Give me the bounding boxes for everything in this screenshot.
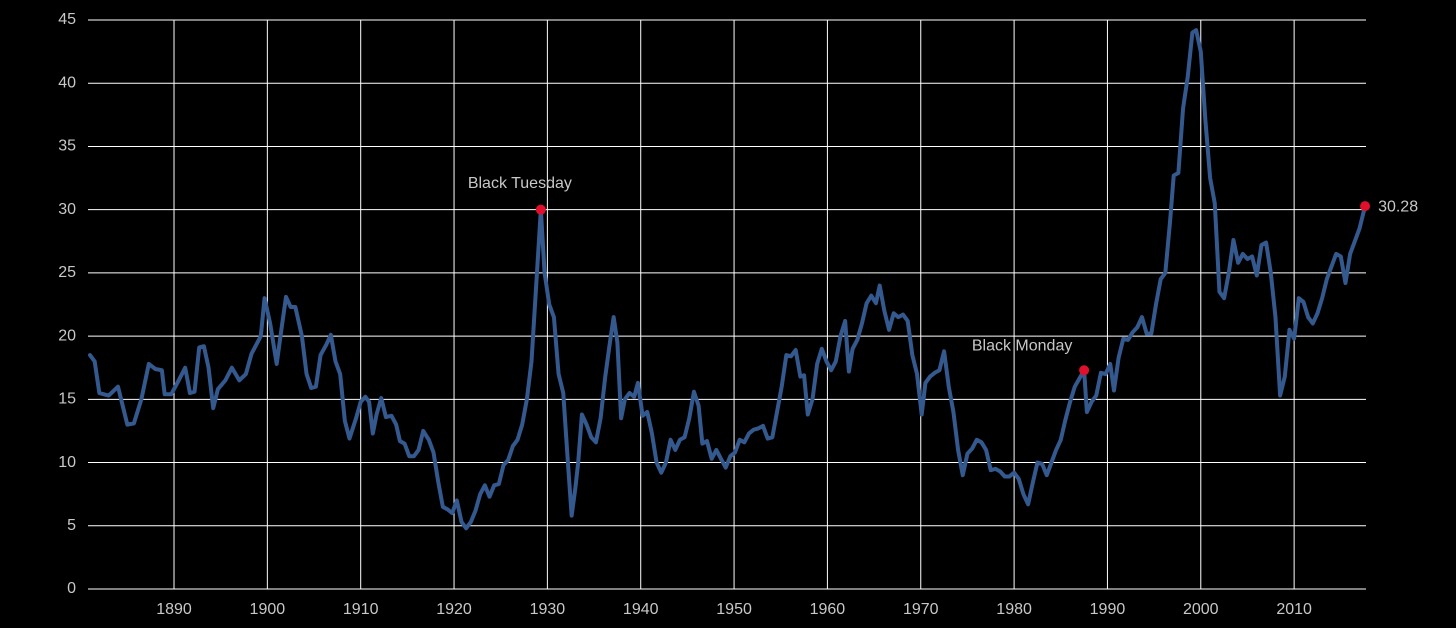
x-tick-label: 1920 <box>436 601 472 618</box>
y-tick-label: 15 <box>58 391 76 408</box>
y-tick-label: 35 <box>58 138 76 155</box>
x-tick-label: 2010 <box>1276 601 1312 618</box>
x-tick-label: 1990 <box>1090 601 1126 618</box>
y-tick-label: 45 <box>58 11 76 28</box>
y-tick-label: 0 <box>67 580 76 597</box>
annotation-dot <box>535 204 546 215</box>
y-tick-label: 20 <box>58 327 76 344</box>
x-tick-label: 1910 <box>343 601 379 618</box>
annotation-label: Black Monday <box>972 337 1073 354</box>
x-tick-label: 1960 <box>810 601 846 618</box>
annotation-dot <box>1079 365 1090 376</box>
y-tick-label: 10 <box>58 454 76 471</box>
y-tick-label: 40 <box>58 74 76 91</box>
x-tick-label: 1930 <box>530 601 566 618</box>
x-tick-label: 1900 <box>250 601 286 618</box>
y-tick-label: 30 <box>58 201 76 218</box>
annotation-label: Black Tuesday <box>468 175 572 192</box>
x-tick-label: 1950 <box>716 601 752 618</box>
y-tick-label: 5 <box>67 517 76 534</box>
annotation-dot <box>1360 201 1371 212</box>
annotation-label: 30.28 <box>1378 198 1418 215</box>
data-line <box>88 28 1368 531</box>
x-tick-label: 1940 <box>623 601 659 618</box>
x-tick-label: 2000 <box>1183 601 1219 618</box>
x-tick-label: 1890 <box>156 601 192 618</box>
y-tick-label: 25 <box>58 264 76 281</box>
x-tick-label: 1970 <box>903 601 939 618</box>
x-tick-label: 1980 <box>996 601 1032 618</box>
